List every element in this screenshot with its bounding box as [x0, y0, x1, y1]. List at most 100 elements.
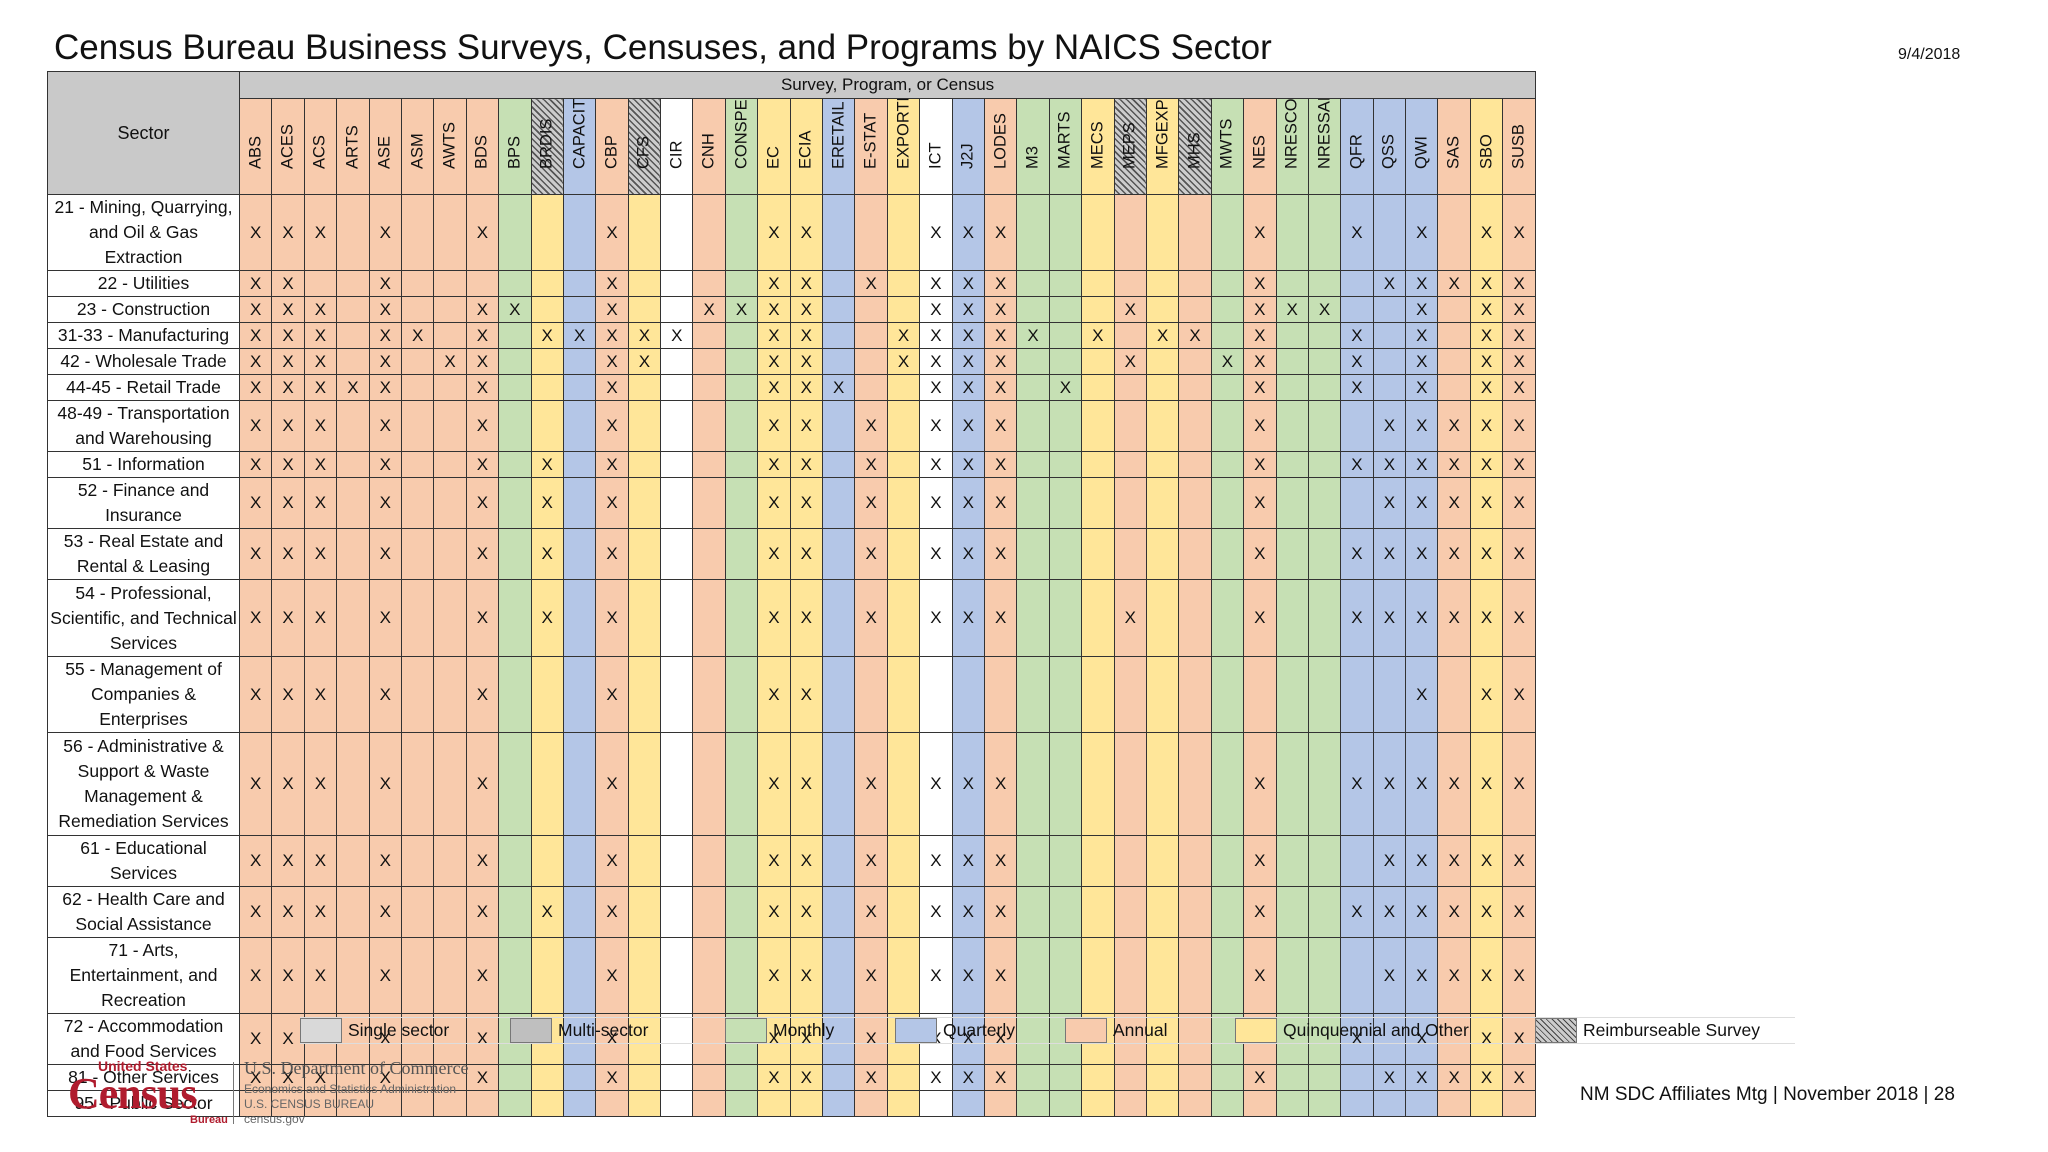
cell-ase: X — [368, 400, 402, 452]
cell-cfs — [627, 270, 662, 297]
cell-cfs — [627, 400, 662, 452]
column-label: ECIA — [796, 130, 815, 169]
cell-exporter — [886, 270, 921, 297]
cell-mwts — [1210, 194, 1245, 271]
cell-acs: X — [303, 322, 338, 349]
cell-e-stat — [854, 322, 888, 349]
cell-qss — [1372, 296, 1407, 323]
column-header-qss: QSS — [1372, 98, 1407, 195]
cell-bds: X — [465, 322, 500, 349]
cell-sas — [1437, 322, 1471, 349]
cell-m3: X — [1016, 322, 1050, 349]
cell-eretail — [822, 835, 856, 887]
cell-cbp: X — [595, 322, 629, 349]
cell-susb: X — [1502, 296, 1537, 323]
sector-label: 55 - Management of Companies & Enterpris… — [47, 656, 240, 733]
cell-eretail: X — [822, 374, 856, 401]
cell-mhs — [1178, 1064, 1212, 1091]
cell-qss: X — [1372, 835, 1407, 887]
cell-ict: X — [919, 1064, 953, 1091]
cell-qss: X — [1372, 270, 1407, 297]
cell-acs: X — [303, 937, 338, 1014]
column-label: CBP — [602, 135, 621, 169]
cell-mfgexp — [1145, 1090, 1180, 1117]
cell-mecs — [1081, 194, 1115, 271]
survey-span-header: Survey, Program, or Census — [238, 71, 1537, 99]
cell-cbp: X — [595, 528, 629, 580]
column-label: LODES — [991, 113, 1010, 169]
cell-sbo: X — [1469, 732, 1504, 836]
legend-swatch — [895, 1018, 937, 1043]
cell-qfr — [1340, 400, 1374, 452]
cell-qfr: X — [1340, 886, 1374, 938]
cell-m3 — [1016, 579, 1050, 657]
table-row: 31-33 - Manufacturing X X X X X X X X X X X X X X X X X X X… — [47, 322, 1537, 349]
cell-qwi: X — [1405, 194, 1439, 271]
cell-asm — [400, 1064, 435, 1091]
cell-qwi: X — [1405, 886, 1439, 938]
cell-nrescon — [1275, 322, 1309, 349]
cell-e-stat — [854, 296, 888, 323]
cell-mhs — [1178, 886, 1212, 938]
cell-sas: X — [1437, 886, 1471, 938]
cell-ec: X — [757, 886, 791, 938]
cell-marts — [1048, 937, 1083, 1014]
cell-acs: X — [303, 400, 338, 452]
cell-capacity — [562, 528, 597, 580]
cell-capacity — [562, 194, 597, 271]
column-label: MFGEXP — [1153, 99, 1172, 170]
column-label: SUSB — [1509, 124, 1528, 169]
cell-ase: X — [368, 451, 402, 478]
cell-conspend — [724, 528, 759, 580]
sector-label: 51 - Information — [47, 451, 240, 478]
cell-meps: X — [1113, 296, 1147, 323]
cell-bds: X — [465, 348, 500, 375]
column-header-ecia: ECIA — [789, 98, 824, 195]
column-label: E-STAT — [861, 112, 880, 169]
column-header-mecs: MECS — [1081, 98, 1115, 195]
cell-mfgexp — [1145, 400, 1180, 452]
cell-ecia: X — [789, 732, 824, 836]
sector-label: 22 - Utilities — [47, 270, 240, 297]
cell-bds: X — [465, 1064, 500, 1091]
cell-ec: X — [757, 400, 791, 452]
cell-cnh — [692, 1090, 726, 1117]
cell-mwts — [1210, 1013, 1245, 1065]
cell-asm — [400, 374, 435, 401]
table-row: 71 - Arts, Entertainment, and Recreation… — [47, 937, 1537, 1014]
esa-name: Economics and Statistics Administration — [244, 1082, 457, 1096]
cell-qfr — [1340, 270, 1374, 297]
cell-meps — [1113, 374, 1147, 401]
cell-lodes: X — [983, 322, 1018, 349]
cell-eretail — [822, 270, 856, 297]
cell-mecs — [1081, 400, 1115, 452]
cell-aces: X — [271, 886, 305, 938]
cell-nes — [1243, 1090, 1277, 1117]
cell-ict: X — [919, 835, 953, 887]
cell-eretail — [822, 732, 856, 836]
cell-ec: X — [757, 732, 791, 836]
legend-item: Multi-sector — [510, 1017, 725, 1044]
cell-nes: X — [1243, 400, 1277, 452]
column-label: ACS — [310, 135, 329, 169]
cell-sbo: X — [1469, 477, 1504, 529]
legend-swatch — [300, 1018, 342, 1043]
column-header-ase: ASE — [368, 98, 402, 195]
cell-arts — [336, 194, 370, 271]
cell-m3 — [1016, 348, 1050, 375]
cell-ec: X — [757, 477, 791, 529]
cell-conspend — [724, 579, 759, 657]
cell-qfr — [1340, 656, 1374, 733]
cell-lodes: X — [983, 579, 1018, 657]
cell-awts — [433, 194, 467, 271]
cell-nes: X — [1243, 296, 1277, 323]
cell-cbp: X — [595, 296, 629, 323]
cell-cbp: X — [595, 348, 629, 375]
cell-bps — [498, 656, 532, 733]
column-label: SBO — [1477, 134, 1496, 169]
cell-ict: X — [919, 579, 953, 657]
sector-label: 62 - Health Care and Social Assistance — [47, 886, 240, 938]
cell-mhs — [1178, 374, 1212, 401]
cell-meps — [1113, 732, 1147, 836]
cell-eretail — [822, 1013, 856, 1065]
